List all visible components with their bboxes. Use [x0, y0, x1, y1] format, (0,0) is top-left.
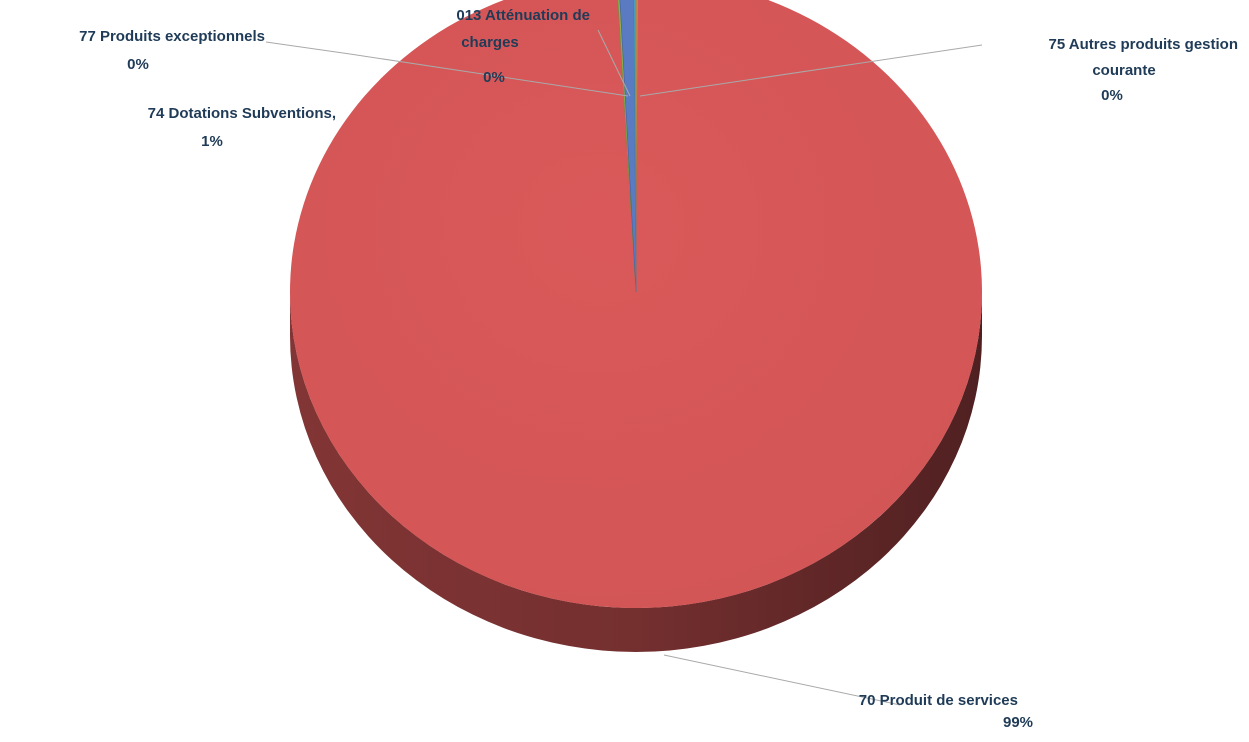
data-label-category: courante — [1092, 62, 1155, 79]
pie-slice — [633, 0, 637, 293]
pie-slice — [619, 0, 637, 293]
data-label-percent: 0% — [127, 56, 149, 73]
data-label-percent: 1% — [201, 133, 223, 150]
data-label-category: charges — [461, 34, 519, 51]
data-label-category: 013 Atténuation de — [456, 7, 590, 24]
pie-slice — [617, 0, 637, 293]
data-label-percent: 99% — [1003, 714, 1033, 731]
leader-line — [265, 41, 629, 97]
data-label-category: 75 Autres produits gestion — [1049, 36, 1238, 53]
data-label-category: 74 Dotations Subventions, — [148, 105, 336, 122]
leader-line — [663, 654, 901, 706]
data-labels: 70 Produit de services 99% 77 Produits exc… — [79, 7, 1238, 731]
leader-line — [639, 44, 983, 97]
data-label-percent: 0% — [483, 69, 505, 86]
leader-lines — [265, 29, 983, 706]
pie-slice — [290, 0, 983, 608]
pie-slice — [635, 0, 639, 293]
data-label-percent: 0% — [1101, 87, 1123, 104]
data-label-category: 70 Produit de services — [859, 692, 1018, 709]
pie-body — [290, 0, 983, 652]
data-label-category: 77 Produits exceptionnels — [79, 28, 265, 45]
leader-line — [597, 29, 631, 97]
